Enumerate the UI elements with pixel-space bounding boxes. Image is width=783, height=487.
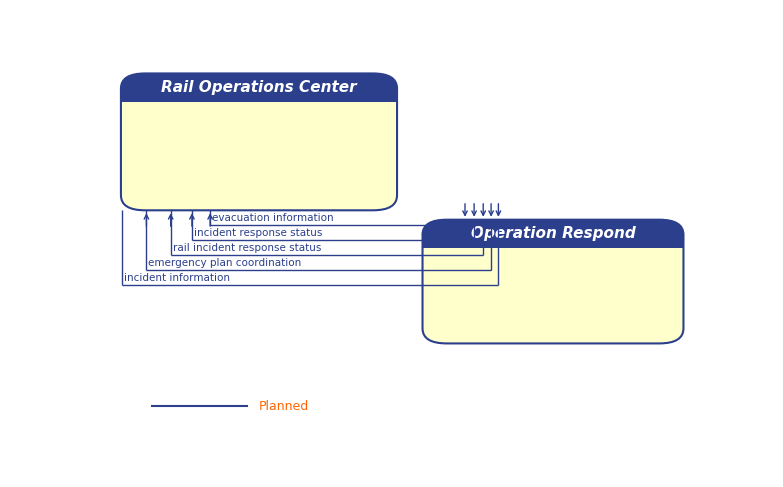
Text: Rail Operations Center: Rail Operations Center — [161, 80, 357, 95]
Text: Operation Respond: Operation Respond — [471, 226, 635, 241]
Text: Planned: Planned — [258, 400, 309, 413]
Bar — [423, 232, 684, 248]
FancyBboxPatch shape — [423, 220, 684, 248]
Text: incident information: incident information — [124, 273, 230, 283]
Bar — [121, 86, 397, 102]
FancyBboxPatch shape — [423, 220, 684, 343]
Text: emergency plan coordination: emergency plan coordination — [148, 258, 301, 268]
FancyBboxPatch shape — [121, 74, 397, 102]
Text: incident response status: incident response status — [193, 228, 322, 238]
Text: evacuation information: evacuation information — [212, 213, 334, 223]
Text: rail incident response status: rail incident response status — [172, 243, 321, 253]
FancyBboxPatch shape — [121, 74, 397, 210]
